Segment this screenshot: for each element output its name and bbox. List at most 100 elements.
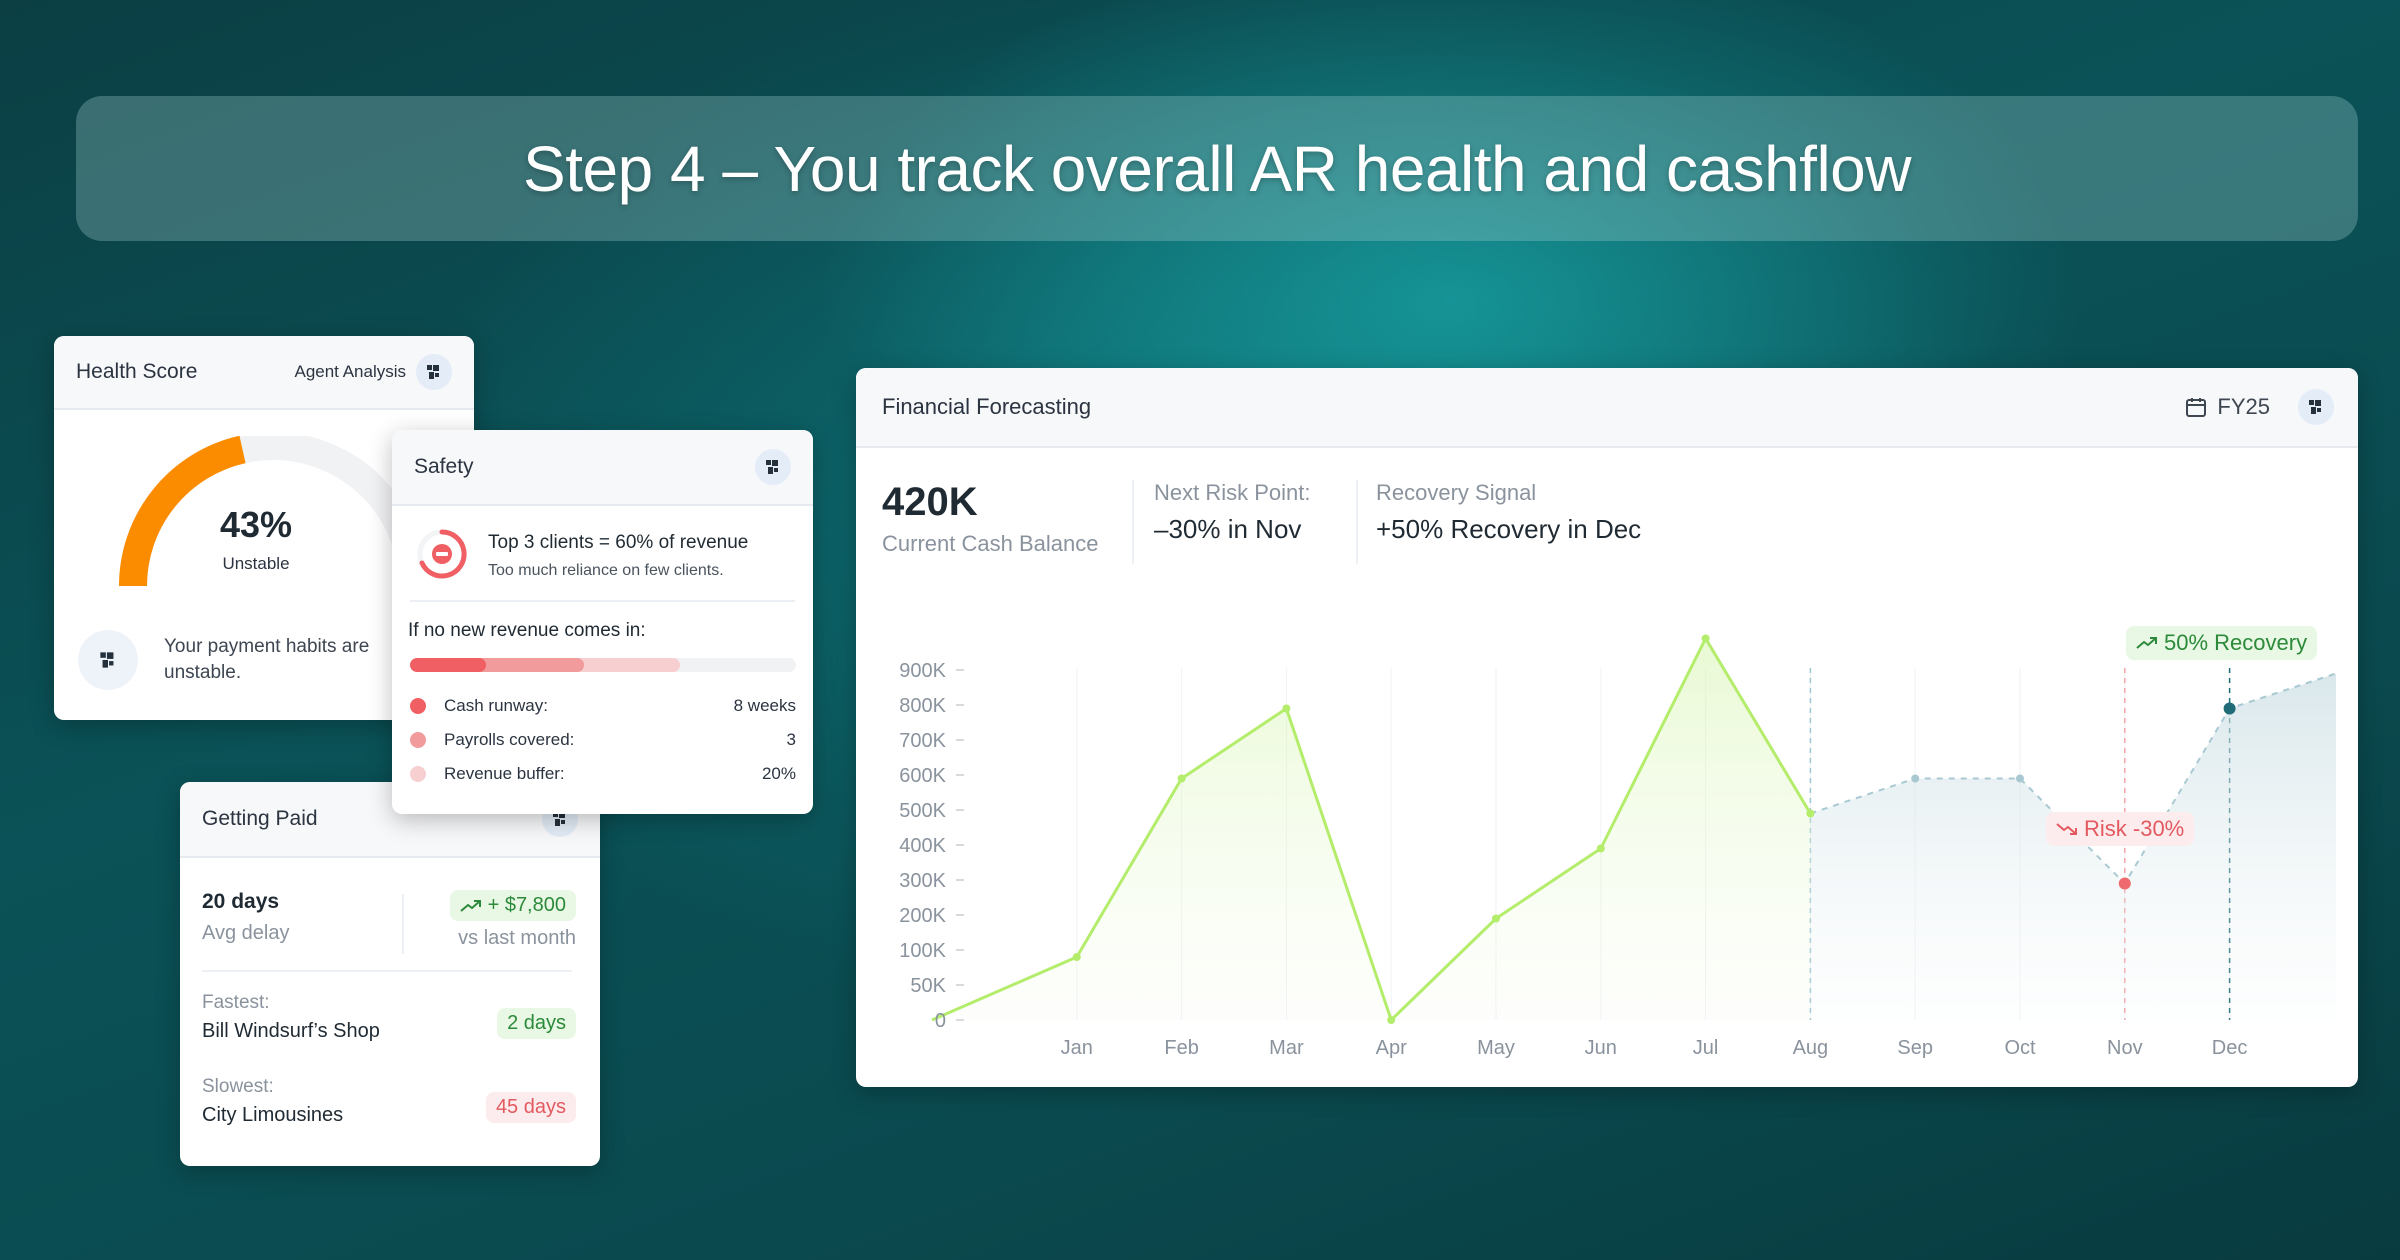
actual-point [1387, 1016, 1396, 1024]
actual-point [1492, 914, 1500, 923]
health-card-title: Health Score [76, 360, 198, 383]
agent-analysis-label: Agent Analysis [294, 362, 406, 381]
y-tick-label: 400K [899, 835, 946, 857]
actual-point [1596, 844, 1605, 853]
actual-point [1701, 634, 1710, 643]
cash-balance-value: 420K [882, 480, 978, 524]
forecast-card-title: Financial Forecasting [882, 394, 1092, 419]
metric-revenue-buffer: Revenue buffer: 20% [410, 764, 796, 784]
risk-point-value: –30% in Nov [1154, 514, 1302, 544]
y-tick-label: 300K [899, 870, 946, 892]
safety-card-header: Safety [392, 430, 813, 506]
cash-balance-label: Current Cash Balance [882, 531, 1099, 556]
divider [1132, 480, 1134, 564]
divider [1356, 480, 1358, 564]
forecast-card-header: Financial Forecasting FY25 [856, 368, 2358, 448]
warning-title: Top 3 clients = 60% of revenue [488, 532, 749, 553]
y-tick-label: 200K [899, 905, 946, 927]
y-tick-label: 900K [899, 660, 946, 682]
x-tick-label: Apr [1376, 1037, 1407, 1059]
x-tick-label: Jul [1693, 1037, 1719, 1059]
health-card-header: Health Score Agent Analysis [54, 336, 474, 410]
metric-label: Payrolls covered: [444, 730, 575, 749]
slowest-row: Slowest: City Limousines 45 days [202, 1076, 576, 1127]
divider [202, 970, 572, 972]
agent-icon[interactable] [416, 354, 452, 390]
x-tick-label: Mar [1269, 1037, 1304, 1059]
risk-point-stat: Next Risk Point: –30% in Nov [1154, 480, 1311, 545]
forecast-point [2223, 702, 2236, 715]
actual-point [1806, 809, 1815, 818]
risk-badge-text: Risk -30% [2084, 816, 2185, 841]
agent-avatar-icon [78, 630, 138, 690]
slowest-days-badge: 45 days [485, 1092, 576, 1123]
safety-card: Safety Top 3 clients = 60% of revenue To… [392, 430, 813, 814]
avg-delay-value: 20 days [202, 890, 280, 913]
forecast-point [2118, 877, 2131, 890]
paid-card-title: Getting Paid [202, 807, 318, 830]
metric-label: Revenue buffer: [444, 764, 565, 783]
y-tick-label: 600K [899, 765, 946, 787]
fastest-label: Fastest: [202, 992, 270, 1013]
forecast-point [1911, 774, 1920, 783]
getting-paid-card: Getting Paid 20 days Avg delay + $7,800 … [180, 782, 600, 1166]
actual-point [1072, 953, 1081, 961]
fastest-name: Bill Windsurf’s Shop [202, 1020, 380, 1042]
slowest-label: Slowest: [202, 1076, 274, 1097]
x-tick-label: Oct [2004, 1037, 2036, 1059]
legend-dot [410, 698, 426, 714]
recovery-badge: 50% Recovery [2126, 626, 2318, 660]
metric-cash-runway: Cash runway: 8 weeks [410, 696, 796, 716]
slowest-name: City Limousines [202, 1104, 344, 1126]
safety-card-title: Safety [414, 455, 474, 478]
change-value: + $7,800 [487, 894, 566, 916]
change-label: vs last month [458, 927, 576, 949]
actual-point [1177, 774, 1186, 783]
x-tick-label: May [1477, 1037, 1515, 1059]
actual-point [1282, 704, 1291, 713]
forecast-line-chart: Jan Feb Mar Apr May Jun Jul Aug Sep Oct Nov Dec 0 50K… [899, 634, 2337, 1059]
metric-value: 20% [761, 764, 796, 783]
y-tick-label: 700K [899, 730, 946, 752]
x-tick-label: Sep [1897, 1037, 1933, 1059]
health-score-value: 43% [219, 504, 293, 545]
trend-up-icon [459, 899, 481, 912]
recovery-signal-value: +50% Recovery in Dec [1376, 514, 1642, 544]
metric-payrolls-covered: Payrolls covered: 3 [410, 730, 796, 750]
period-label: FY25 [2217, 394, 2270, 419]
calendar-icon [2186, 398, 2207, 417]
actual-area [932, 638, 1811, 1020]
y-tick-label: 50K [910, 975, 946, 997]
x-tick-label: Nov [2107, 1037, 2143, 1059]
metric-label: Cash runway: [444, 696, 548, 715]
divider [402, 894, 404, 954]
forecast-point [2016, 774, 2024, 783]
x-tick-label: Jan [1061, 1037, 1093, 1059]
recovery-badge-text: 50% Recovery [2164, 630, 2308, 655]
y-tick-label: 100K [899, 940, 946, 962]
warning-ring-icon [417, 529, 467, 579]
y-tick-label: 500K [899, 800, 946, 822]
step-banner: Step 4 – You track overall AR health and… [76, 96, 2358, 241]
agent-icon[interactable] [2298, 389, 2334, 425]
health-note: Your payment habits are unstable. [78, 630, 404, 690]
banner-title: Step 4 – You track overall AR health and… [523, 132, 1911, 205]
y-tick-label: 0 [935, 1010, 946, 1032]
metric-value: 3 [786, 730, 796, 749]
agent-icon[interactable] [755, 449, 791, 485]
divider [410, 600, 795, 602]
trend-down-icon [2056, 823, 2077, 835]
legend-dot [410, 766, 426, 782]
runway-question: If no new revenue comes in: [408, 620, 646, 641]
recovery-signal-label: Recovery Signal [1376, 480, 1537, 505]
runway-bar-segment-1 [410, 658, 486, 672]
fastest-row: Fastest: Bill Windsurf’s Shop 2 days [202, 992, 576, 1043]
x-tick-label: Feb [1164, 1037, 1198, 1059]
change-badge: + $7,800 [449, 890, 576, 921]
x-tick-label: Jun [1585, 1037, 1617, 1059]
y-tick-label: 800K [899, 695, 946, 717]
period-selector[interactable]: FY25 [2185, 394, 2270, 420]
health-note-text: Your payment habits are unstable. [164, 636, 370, 683]
cash-balance-stat: 420K Current Cash Balance [882, 480, 1098, 557]
fastest-days-badge: 2 days [497, 1008, 576, 1039]
